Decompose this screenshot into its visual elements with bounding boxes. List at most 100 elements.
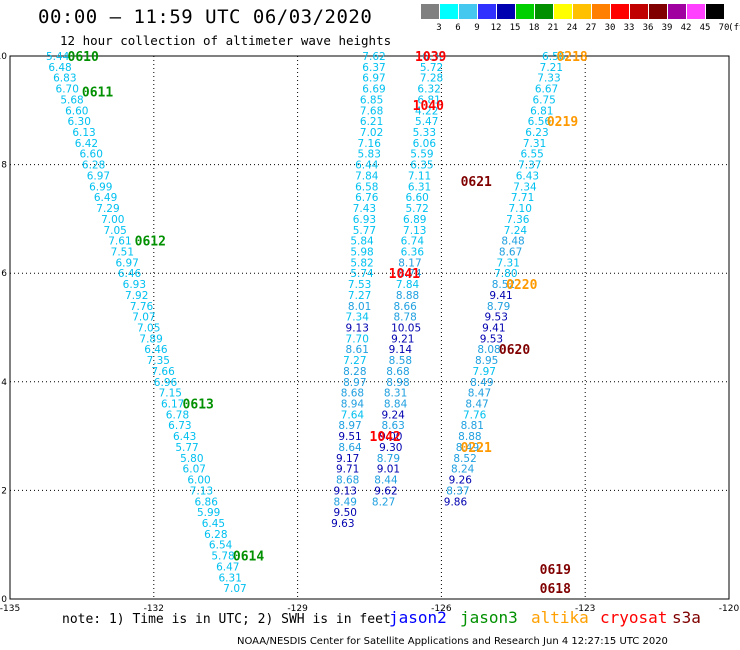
wave-height-label: 6.54 bbox=[209, 540, 233, 552]
wave-height-label: 7.37 bbox=[518, 160, 541, 172]
wave-height-label: 8.52 bbox=[453, 453, 476, 465]
legend-item-jason3: jason3 bbox=[460, 608, 518, 627]
wave-height-label: 6.47 bbox=[216, 561, 239, 573]
wave-height-label: 7.00 bbox=[101, 214, 124, 226]
wave-height-label: 8.61 bbox=[346, 344, 369, 356]
wave-height-label: 7.31 bbox=[523, 138, 546, 150]
wave-height-label: 7.13 bbox=[403, 225, 426, 237]
scale-label: 45 bbox=[699, 23, 711, 33]
wave-height-label: 7.31 bbox=[497, 257, 520, 269]
wave-height-label: 8.79 bbox=[377, 453, 400, 465]
wave-height-label: 9.30 bbox=[379, 442, 402, 454]
wave-height-label: 7.53 bbox=[348, 279, 371, 291]
wave-height-label: 6.46 bbox=[118, 268, 142, 280]
wave-height-label: 8.97 bbox=[343, 377, 366, 389]
wave-height-label: 8.68 bbox=[386, 366, 409, 378]
wave-height-label: 8.37 bbox=[446, 485, 469, 497]
y-tick-label: 4 bbox=[1, 378, 7, 388]
wave-height-label: 9.63 bbox=[331, 518, 354, 530]
pass-label: 0611 bbox=[82, 85, 113, 100]
wave-height-label: 6.23 bbox=[525, 127, 548, 139]
wave-height-label: 8.94 bbox=[341, 399, 365, 411]
wave-height-label: 7.76 bbox=[463, 409, 487, 421]
scale-label: 9 bbox=[474, 23, 480, 33]
wave-height-label: 6.46 bbox=[144, 344, 168, 356]
wave-height-label: 8.52 bbox=[492, 279, 515, 291]
footer-note: note: 1) Time is in UTC; 2) SWH is in fe… bbox=[62, 612, 391, 627]
wave-height-label: 7.29 bbox=[96, 203, 119, 215]
wave-height-label: 7.43 bbox=[353, 203, 376, 215]
legend-item-cryosat: cryosat bbox=[600, 608, 668, 627]
scale-label: 42 bbox=[680, 23, 692, 33]
pass-label: 1040 bbox=[413, 99, 444, 114]
pass-label: 0220 bbox=[506, 278, 537, 293]
wave-height-label: 8.44 bbox=[374, 475, 398, 487]
wave-height-label: 9.41 bbox=[482, 323, 505, 335]
scale-swatch bbox=[440, 4, 458, 19]
wave-height-label: 8.01 bbox=[348, 301, 371, 313]
wave-height-label: 7.21 bbox=[540, 62, 563, 74]
pass-label: 1039 bbox=[415, 50, 446, 65]
wave-height-label: 6.55 bbox=[520, 149, 543, 161]
wave-height-label: 8.97 bbox=[338, 420, 361, 432]
wave-height-label: 7.13 bbox=[190, 485, 213, 497]
wave-height-label: 6.45 bbox=[202, 518, 225, 530]
wave-height-label: 8.31 bbox=[384, 388, 407, 400]
scale-swatch bbox=[668, 4, 686, 19]
wave-height-label: 8.78 bbox=[393, 312, 416, 324]
scale-unit: (ft) bbox=[728, 23, 740, 33]
pass-label: 0621 bbox=[461, 175, 492, 190]
wave-height-label: 7.34 bbox=[513, 181, 537, 193]
wave-height-label: 6.21 bbox=[360, 116, 383, 128]
wave-height-label: 5.80 bbox=[180, 453, 203, 465]
wave-height-label: 7.27 bbox=[348, 290, 371, 302]
legend-item-s3a: s3a bbox=[672, 608, 701, 627]
wave-height-label: 7.84 bbox=[396, 279, 420, 291]
wave-height-label: 7.92 bbox=[125, 290, 148, 302]
wave-height-label: 6.56 bbox=[542, 51, 566, 63]
plot-frame bbox=[9, 55, 730, 600]
wave-height-label: 9.62 bbox=[374, 485, 397, 497]
wave-height-label: 8.49 bbox=[334, 496, 357, 508]
legend-item-jason2: jason2 bbox=[389, 608, 447, 627]
scale-label: 12 bbox=[490, 23, 502, 33]
wave-height-label: 6.70 bbox=[56, 84, 79, 96]
wave-height-label: 7.51 bbox=[111, 246, 134, 258]
wave-height-label: 6.69 bbox=[362, 84, 385, 96]
wave-height-label: 7.84 bbox=[355, 170, 379, 182]
wave-height-label: 9.71 bbox=[336, 464, 359, 476]
scale-swatch bbox=[611, 4, 629, 19]
wave-height-label: 6.96 bbox=[154, 377, 178, 389]
wave-height-label: 8.68 bbox=[341, 388, 364, 400]
scale-swatch bbox=[706, 4, 724, 19]
scale-label: 24 bbox=[566, 23, 578, 33]
wave-height-label: 5.78 bbox=[211, 551, 234, 563]
wave-height-label: 6.31 bbox=[219, 572, 242, 584]
wave-height-label: 9.53 bbox=[485, 312, 508, 324]
wave-height-label: 6.86 bbox=[195, 496, 219, 508]
scale-label: 36 bbox=[642, 23, 654, 33]
wave-height-label: 7.02 bbox=[360, 127, 383, 139]
wave-height-label: 6.49 bbox=[94, 192, 117, 204]
wave-height-label: 8.48 bbox=[501, 236, 524, 248]
wave-height-label: 8.98 bbox=[386, 377, 409, 389]
wave-height-label: 6.35 bbox=[410, 160, 433, 172]
pass-label: 0614 bbox=[233, 550, 264, 565]
wave-height-label: 7.62 bbox=[362, 51, 385, 63]
wave-height-label: 6.36 bbox=[401, 246, 425, 258]
wave-height-label: 9.14 bbox=[389, 344, 413, 356]
wave-height-label: 7.80 bbox=[494, 268, 517, 280]
wave-height-label: 5.47 bbox=[415, 116, 438, 128]
wave-height-label: 5.77 bbox=[353, 225, 376, 237]
pass-label: 0619 bbox=[540, 563, 571, 578]
wave-height-label: 5.77 bbox=[175, 442, 198, 454]
wave-height-label: 6.75 bbox=[532, 94, 555, 106]
scale-label: 18 bbox=[528, 23, 540, 33]
scale-swatch bbox=[421, 4, 439, 19]
wave-height-label: 6.60 bbox=[405, 192, 428, 204]
wave-height-label: 6.00 bbox=[187, 475, 210, 487]
wave-height-label: 9.41 bbox=[489, 290, 512, 302]
wave-height-label: 8.63 bbox=[381, 420, 404, 432]
wave-height-label: 7.05 bbox=[137, 323, 160, 335]
x-tick-label: -126 bbox=[431, 604, 452, 614]
